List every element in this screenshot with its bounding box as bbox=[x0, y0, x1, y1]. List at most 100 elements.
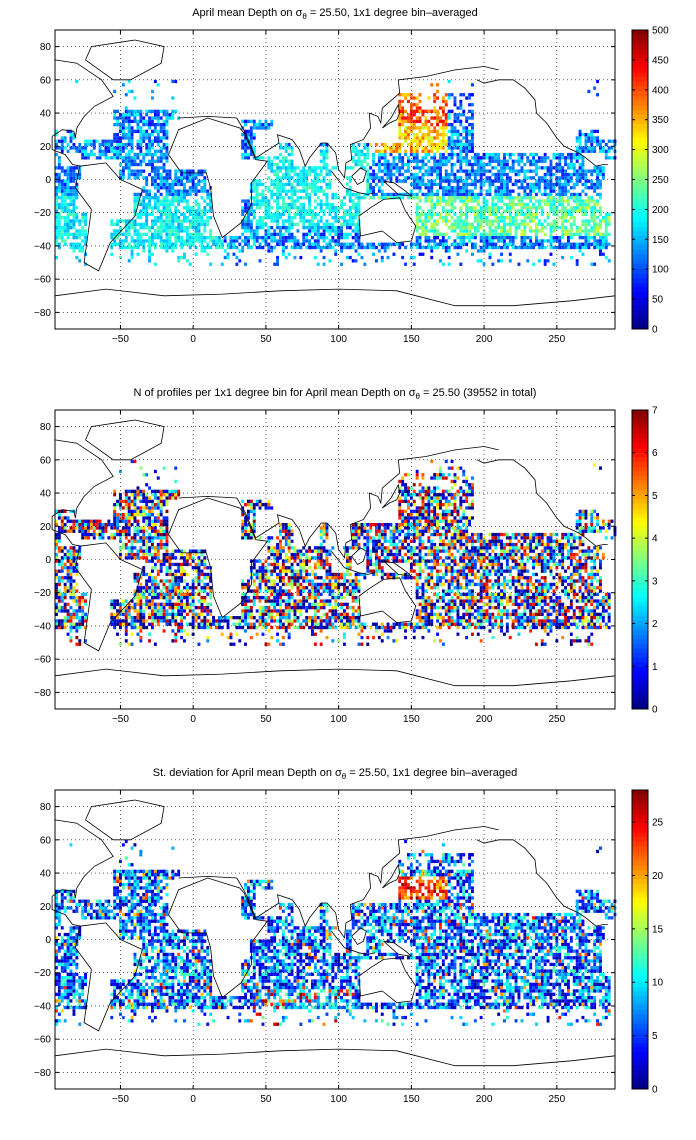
heat-cell bbox=[465, 619, 469, 623]
heat-cell bbox=[174, 229, 178, 233]
heat-cell bbox=[587, 222, 591, 226]
heat-cell bbox=[113, 116, 117, 120]
heat-cell bbox=[578, 162, 582, 167]
heat-cell bbox=[203, 249, 207, 253]
heat-cell bbox=[156, 236, 160, 240]
heat-cell bbox=[444, 156, 448, 160]
heat-cell bbox=[244, 262, 247, 266]
heat-cell bbox=[165, 209, 169, 213]
heat-cell bbox=[180, 229, 183, 233]
heat-cell bbox=[185, 206, 189, 210]
heat-cell bbox=[322, 222, 326, 226]
heat-cell bbox=[340, 206, 343, 210]
heat-cell bbox=[124, 226, 128, 230]
heat-cell bbox=[331, 639, 335, 643]
heat-cell bbox=[133, 116, 137, 120]
heat-cell bbox=[145, 206, 149, 210]
heat-cell bbox=[206, 202, 210, 207]
heat-cell bbox=[424, 609, 428, 613]
heat-cell bbox=[546, 192, 550, 197]
heat-cell bbox=[247, 245, 250, 250]
heat-cell bbox=[561, 156, 565, 160]
y-tick-label: −20 bbox=[34, 208, 51, 219]
heat-cell bbox=[316, 245, 320, 250]
heat-cell bbox=[398, 119, 402, 123]
heat-cell bbox=[450, 619, 454, 623]
heat-cell bbox=[72, 172, 76, 177]
heat-cell bbox=[75, 255, 79, 260]
heat-cell bbox=[113, 146, 117, 150]
heat-cell bbox=[599, 149, 602, 153]
heat-cell bbox=[136, 216, 140, 220]
heat-cell bbox=[497, 152, 501, 157]
heat-cell bbox=[607, 219, 611, 223]
heat-cell bbox=[418, 616, 422, 620]
heat-cell bbox=[151, 609, 154, 613]
heat-cell bbox=[334, 192, 338, 197]
heat-cell bbox=[482, 236, 486, 240]
heat-cell bbox=[529, 192, 533, 197]
heat-cell bbox=[151, 232, 154, 236]
heat-cell bbox=[75, 172, 79, 177]
heat-cell bbox=[555, 179, 559, 183]
heat-cell bbox=[322, 619, 326, 623]
heat-cell bbox=[279, 143, 282, 147]
heat-cell bbox=[249, 236, 253, 240]
heat-cell bbox=[511, 245, 515, 250]
heat-cell bbox=[514, 226, 518, 230]
heat-cell bbox=[427, 126, 431, 130]
heat-cell bbox=[281, 209, 285, 213]
heat-cell bbox=[174, 632, 178, 636]
heat-cell bbox=[462, 126, 466, 130]
heat-cell bbox=[456, 136, 460, 140]
heat-cell bbox=[171, 242, 175, 246]
heat-cell bbox=[351, 199, 355, 203]
heat-cell bbox=[209, 619, 213, 623]
heat-cell bbox=[232, 242, 236, 246]
heat-cell bbox=[133, 159, 137, 163]
heat-cell bbox=[543, 172, 547, 177]
heat-cell bbox=[505, 192, 509, 197]
heat-cell bbox=[200, 209, 204, 213]
heat-cell bbox=[601, 616, 605, 620]
heat-cell bbox=[69, 619, 73, 623]
heat-cell bbox=[241, 612, 245, 616]
heat-cell bbox=[558, 242, 562, 246]
heat-cell bbox=[532, 616, 535, 620]
heat-cell bbox=[148, 639, 151, 643]
heat-cell bbox=[139, 136, 143, 140]
heat-cell bbox=[119, 156, 122, 160]
heat-cell bbox=[596, 182, 599, 187]
heat-cell bbox=[529, 206, 533, 210]
heat-cell bbox=[441, 239, 445, 243]
heat-cell bbox=[500, 176, 503, 180]
heat-cell bbox=[465, 172, 469, 177]
heat-cell bbox=[241, 199, 245, 203]
heat-cell bbox=[532, 219, 535, 223]
heat-cell bbox=[156, 196, 160, 200]
heat-cell bbox=[188, 232, 192, 236]
heat-cell bbox=[465, 249, 469, 253]
heat-cell bbox=[66, 209, 70, 213]
heat-cell bbox=[78, 259, 82, 263]
heat-cell bbox=[348, 245, 352, 250]
heat-cell bbox=[590, 242, 594, 246]
heat-cell bbox=[456, 226, 460, 230]
heat-cell bbox=[270, 169, 274, 173]
heat-cell bbox=[450, 189, 454, 193]
heat-cell bbox=[503, 222, 506, 226]
heat-cell bbox=[441, 642, 445, 646]
heat-cell bbox=[404, 262, 407, 266]
heat-cell bbox=[497, 616, 501, 620]
heat-cell bbox=[279, 146, 282, 150]
heat-cell bbox=[590, 219, 594, 223]
heat-cell bbox=[57, 222, 61, 226]
heat-cell bbox=[436, 176, 439, 180]
heat-cell bbox=[363, 166, 367, 170]
heat-cell bbox=[535, 152, 538, 157]
heat-cell bbox=[404, 629, 407, 633]
colorbar-step bbox=[632, 198, 648, 204]
heat-cell bbox=[145, 226, 149, 230]
heat-cell bbox=[471, 632, 474, 636]
heat-cell bbox=[264, 216, 268, 220]
